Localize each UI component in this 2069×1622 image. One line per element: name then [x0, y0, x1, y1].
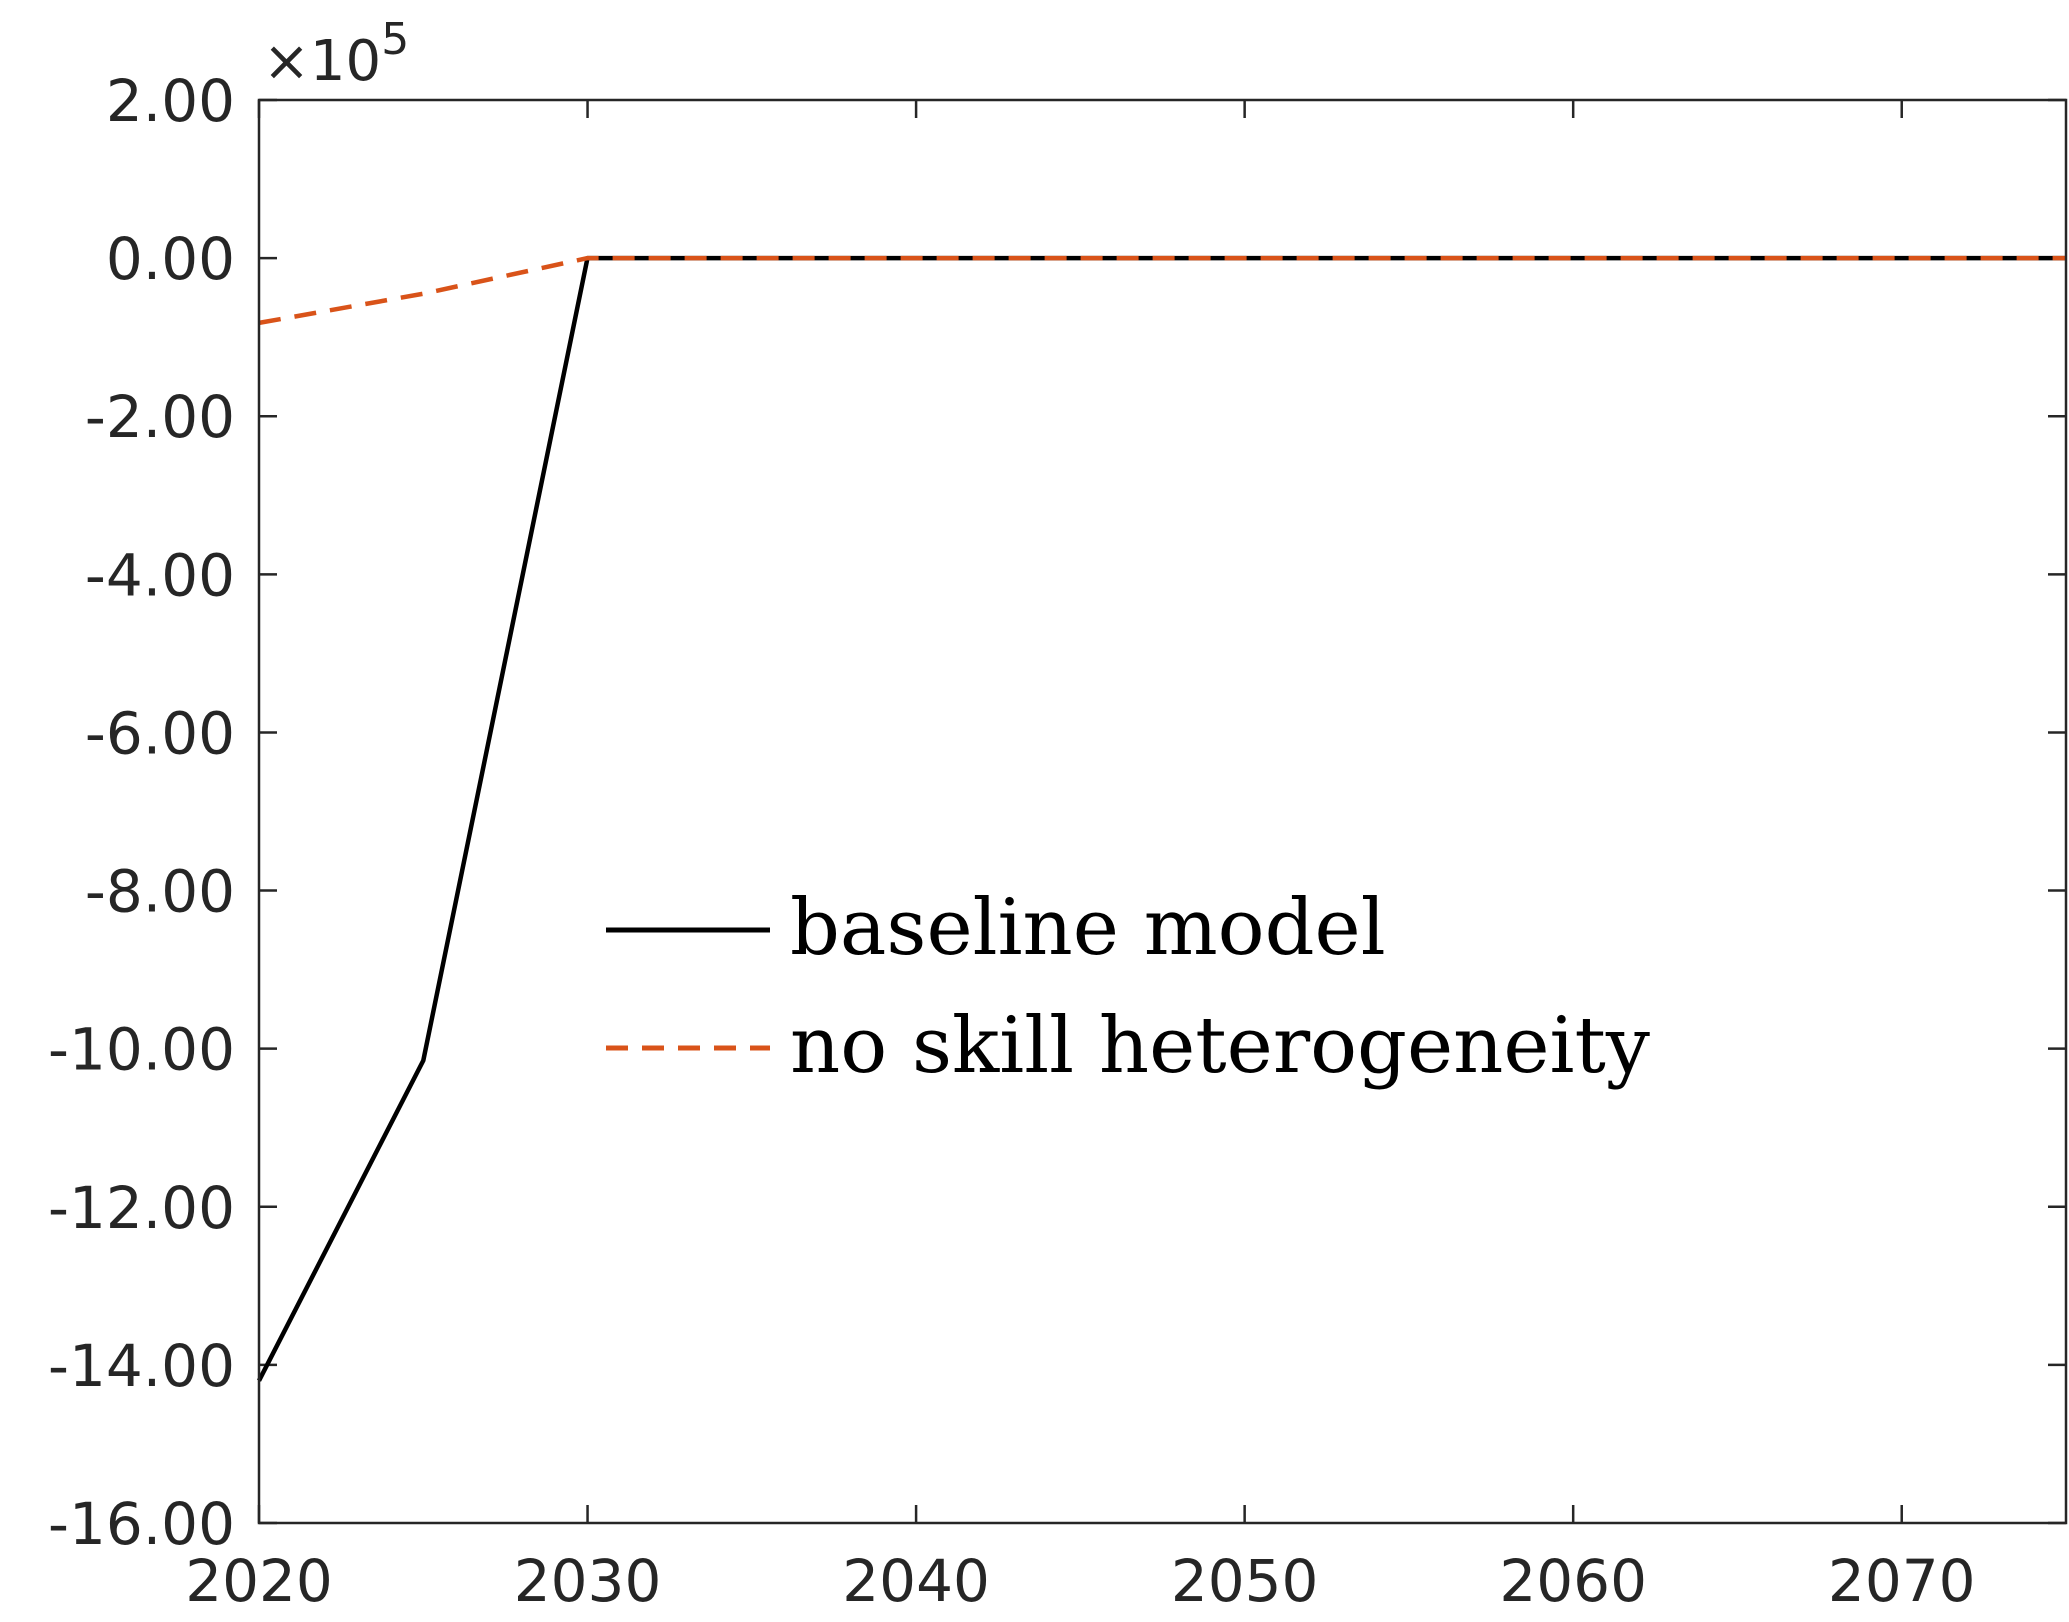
axes-frame — [257, 98, 2068, 1525]
exponent-base: ×10 — [263, 29, 381, 94]
series-line-no-skill-heterogeneity — [258, 255, 2066, 326]
y-axis: 2.00 0.00 -2.00 -4.00 -6.00 -8.00 -10.00 -12.00… — [48, 67, 2066, 1558]
exponent-power: 5 — [381, 14, 409, 65]
legend-label: baseline model — [790, 883, 1386, 973]
axes-box — [257, 98, 2068, 1525]
y-tick-label: -14.00 — [48, 1332, 235, 1400]
x-axis: 2020 2030 2040 2050 2060 2070 — [185, 100, 1976, 1615]
y-tick-label: -16.00 — [48, 1490, 235, 1558]
x-tick-label: 2060 — [1499, 1547, 1647, 1615]
x-tick-label: 2050 — [1171, 1547, 1319, 1615]
y-tick-label: -6.00 — [85, 699, 235, 767]
y-tick-label: 0.00 — [106, 225, 235, 293]
y-tick-label: -8.00 — [85, 858, 235, 926]
x-tick-label: 2070 — [1828, 1547, 1976, 1615]
y-tick-label: 2.00 — [106, 67, 235, 135]
x-tick-label: 2040 — [842, 1547, 990, 1615]
legend: baseline model no skill heterogeneity — [606, 883, 1650, 1091]
y-tick-label: -2.00 — [85, 383, 235, 451]
y-tick-label: -12.00 — [48, 1174, 235, 1242]
x-tick-label: 2020 — [185, 1547, 333, 1615]
legend-label: no skill heterogeneity — [790, 1001, 1650, 1091]
y-tick-label: -4.00 — [85, 541, 235, 609]
y-tick-label: -10.00 — [48, 1016, 235, 1084]
y-axis-exponent: ×105 — [263, 14, 409, 94]
x-tick-label: 2030 — [514, 1547, 662, 1615]
